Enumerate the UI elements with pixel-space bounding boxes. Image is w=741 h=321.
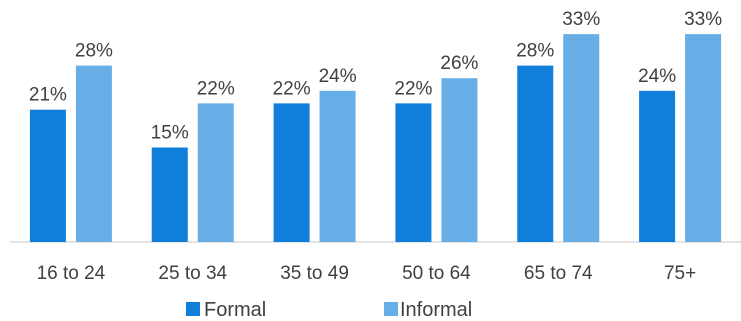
legend: Formal Informal — [186, 299, 472, 321]
value-label-informal-16-to-24: 28% — [75, 41, 113, 62]
bar-formal-65-to-74 — [517, 65, 554, 242]
value-label-formal-75: 24% — [638, 66, 676, 87]
category-label-75: 75+ — [664, 263, 696, 284]
legend-label-formal: Formal — [204, 299, 266, 321]
bar-informal-75 — [685, 34, 722, 242]
value-labels-layer: 21% 28% 15% 22% 22% 24% 22% 26% 28% 33% 24% 33% — [29, 9, 722, 143]
bar-formal-50-to-64 — [395, 103, 432, 243]
legend-label-informal: Informal — [400, 299, 472, 321]
category-label-25-to-34: 25 to 34 — [158, 263, 227, 284]
category-label-35-to-49: 35 to 49 — [280, 263, 349, 284]
value-label-formal-65-to-74: 28% — [516, 41, 554, 62]
bar-informal-50-to-64 — [441, 78, 478, 242]
bars-layer — [29, 34, 722, 243]
value-label-formal-16-to-24: 21% — [29, 85, 67, 106]
bar-informal-16-to-24 — [75, 65, 112, 242]
bar-formal-25-to-34 — [151, 147, 188, 242]
category-labels-layer: 16 to 24 25 to 34 35 to 49 50 to 64 65 to 74… — [37, 263, 697, 284]
legend-swatch-formal — [186, 302, 200, 316]
bar-formal-16-to-24 — [29, 109, 66, 242]
value-label-formal-50-to-64: 22% — [394, 78, 432, 99]
value-label-informal-25-to-34: 22% — [197, 78, 235, 99]
value-label-formal-35-to-49: 22% — [273, 78, 311, 99]
bar-formal-35-to-49 — [273, 103, 310, 243]
category-label-16-to-24: 16 to 24 — [37, 263, 106, 284]
bar-informal-65-to-74 — [563, 34, 600, 242]
value-label-informal-35-to-49: 24% — [319, 66, 357, 87]
value-label-informal-65-to-74: 33% — [562, 9, 600, 30]
value-label-informal-75: 33% — [684, 9, 722, 30]
category-label-65-to-74: 65 to 74 — [524, 263, 593, 284]
value-label-formal-25-to-34: 15% — [151, 123, 189, 144]
bar-formal-75 — [639, 90, 676, 242]
bar-informal-35-to-49 — [319, 90, 356, 242]
bar-informal-25-to-34 — [197, 103, 234, 243]
category-label-50-to-64: 50 to 64 — [402, 263, 471, 284]
legend-swatch-informal — [384, 302, 398, 316]
value-label-informal-50-to-64: 26% — [440, 53, 478, 74]
